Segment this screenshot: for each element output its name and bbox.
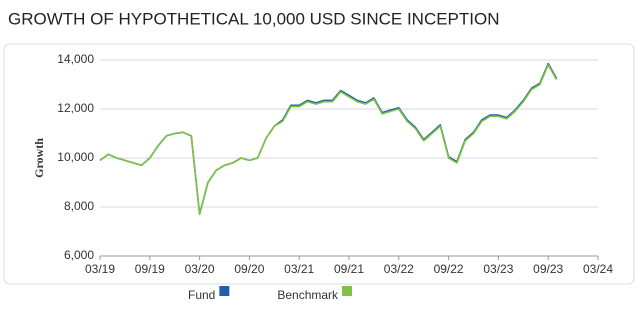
- x-tick-label: 03/20: [185, 262, 215, 276]
- legend-swatch: [219, 286, 230, 296]
- x-tick-label: 09/23: [533, 262, 563, 276]
- y-tick-label: 6,000: [64, 248, 94, 262]
- series-line: [99, 62, 558, 216]
- x-tick-label: 03/22: [384, 262, 414, 276]
- chart-frame: [3, 43, 635, 285]
- x-tick-label: 03/19: [85, 262, 115, 276]
- x-tick-label: 09/20: [234, 262, 264, 276]
- x-tick-label: 09/22: [434, 262, 464, 276]
- x-tick-label: 03/21: [284, 262, 314, 276]
- y-axis-label: Growth: [32, 138, 46, 178]
- chart-title: GROWTH OF HYPOTHETICAL 10,000 USD SINCE …: [8, 9, 500, 28]
- x-tick-label: 09/19: [135, 262, 165, 276]
- y-tick-label: 10,000: [57, 150, 94, 164]
- x-tick-label: 03/24: [583, 262, 613, 276]
- y-tick-label: 8,000: [64, 199, 94, 213]
- series-line: [99, 64, 558, 216]
- y-tick-label: 12,000: [57, 101, 94, 115]
- legend-label: Benchmark: [277, 288, 339, 302]
- y-tick-label: 14,000: [57, 52, 94, 66]
- x-tick-label: 09/21: [334, 262, 364, 276]
- x-tick-label: 03/23: [483, 262, 513, 276]
- legend-label: Fund: [188, 288, 215, 302]
- legend-swatch: [342, 286, 353, 296]
